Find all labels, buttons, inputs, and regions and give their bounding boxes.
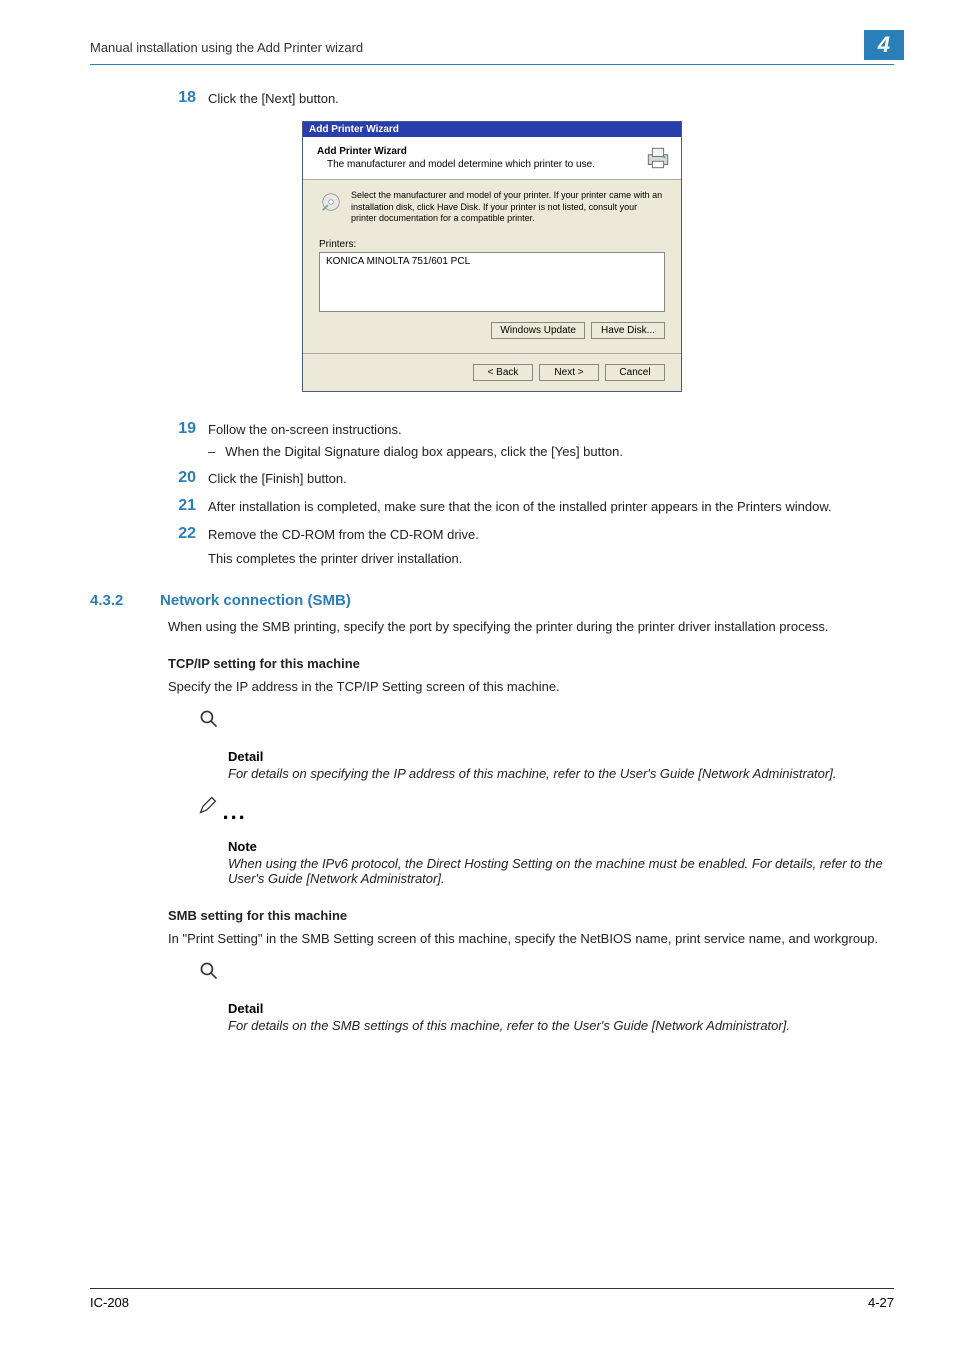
smb-body: In "Print Setting" in the SMB Setting sc…	[90, 931, 894, 946]
dialog-instruction-text: Select the manufacturer and model of you…	[351, 190, 665, 225]
note-body: When using the IPv6 protocol, the Direct…	[90, 856, 894, 886]
step-text: Click the [Finish] button.	[208, 469, 894, 486]
printer-icon	[645, 145, 671, 171]
detail-body: For details on the SMB settings of this …	[90, 1018, 894, 1033]
printers-list-label: Printers:	[319, 239, 665, 250]
printer-list-item[interactable]: KONICA MINOLTA 751/601 PCL	[324, 255, 660, 268]
page-footer: IC-208 4-27	[90, 1288, 894, 1310]
page-header-title: Manual installation using the Add Printe…	[90, 40, 363, 55]
next-button[interactable]: Next >	[539, 364, 599, 381]
step-19-bullet: When the Digital Signature dialog box ap…	[90, 444, 894, 459]
step-text: Click the [Next] button.	[208, 89, 894, 106]
dialog-header-title: Add Printer Wizard	[317, 146, 645, 157]
back-button[interactable]: < Back	[473, 364, 533, 381]
step-text: Remove the CD-ROM from the CD-ROM drive.	[208, 525, 894, 542]
step-number: 21	[160, 497, 196, 515]
dialog-header: Add Printer Wizard The manufacturer and …	[303, 137, 681, 180]
chapter-number-badge: 4	[864, 30, 904, 60]
step-number: 19	[160, 420, 196, 438]
step-19: 19 Follow the on-screen instructions.	[90, 420, 894, 438]
section-title: Network connection (SMB)	[160, 592, 351, 609]
add-printer-wizard-dialog: Add Printer Wizard Add Printer Wizard Th…	[302, 121, 682, 392]
pencil-icon	[198, 802, 222, 819]
disk-icon	[319, 190, 343, 214]
step-18: 18 Click the [Next] button.	[90, 89, 894, 107]
section-number: 4.3.2	[90, 592, 160, 609]
dialog-header-subtitle: The manufacturer and model determine whi…	[317, 159, 645, 170]
have-disk-button[interactable]: Have Disk...	[591, 322, 665, 339]
note-label: Note	[90, 839, 894, 854]
detail-label: Detail	[90, 1001, 894, 1016]
windows-update-button[interactable]: Windows Update	[491, 322, 585, 339]
dialog-titlebar: Add Printer Wizard	[303, 122, 681, 137]
detail-body: For details on specifying the IP address…	[90, 766, 894, 781]
footer-page-number: 4-27	[868, 1295, 894, 1310]
ellipsis-icon: ...	[222, 799, 246, 824]
magnifier-icon	[198, 969, 220, 986]
tcpip-heading: TCP/IP setting for this machine	[90, 656, 894, 671]
step-text: Follow the on-screen instructions.	[208, 420, 894, 437]
magnifier-icon	[198, 717, 220, 734]
step-20: 20 Click the [Finish] button.	[90, 469, 894, 487]
step-22: 22 Remove the CD-ROM from the CD-ROM dri…	[90, 525, 894, 543]
section-intro: When using the SMB printing, specify the…	[90, 619, 894, 634]
step-22-after: This completes the printer driver instal…	[90, 551, 894, 566]
step-text: After installation is completed, make su…	[208, 497, 894, 514]
detail-label: Detail	[90, 749, 894, 764]
step-number: 20	[160, 469, 196, 487]
tcpip-body: Specify the IP address in the TCP/IP Set…	[90, 679, 894, 694]
smb-heading: SMB setting for this machine	[90, 908, 894, 923]
printers-listbox[interactable]: KONICA MINOLTA 751/601 PCL	[319, 252, 665, 312]
cancel-button[interactable]: Cancel	[605, 364, 665, 381]
footer-model: IC-208	[90, 1295, 129, 1310]
step-21: 21 After installation is completed, make…	[90, 497, 894, 515]
step-number: 22	[160, 525, 196, 543]
section-heading: 4.3.2 Network connection (SMB)	[90, 592, 894, 609]
step-number: 18	[160, 89, 196, 107]
